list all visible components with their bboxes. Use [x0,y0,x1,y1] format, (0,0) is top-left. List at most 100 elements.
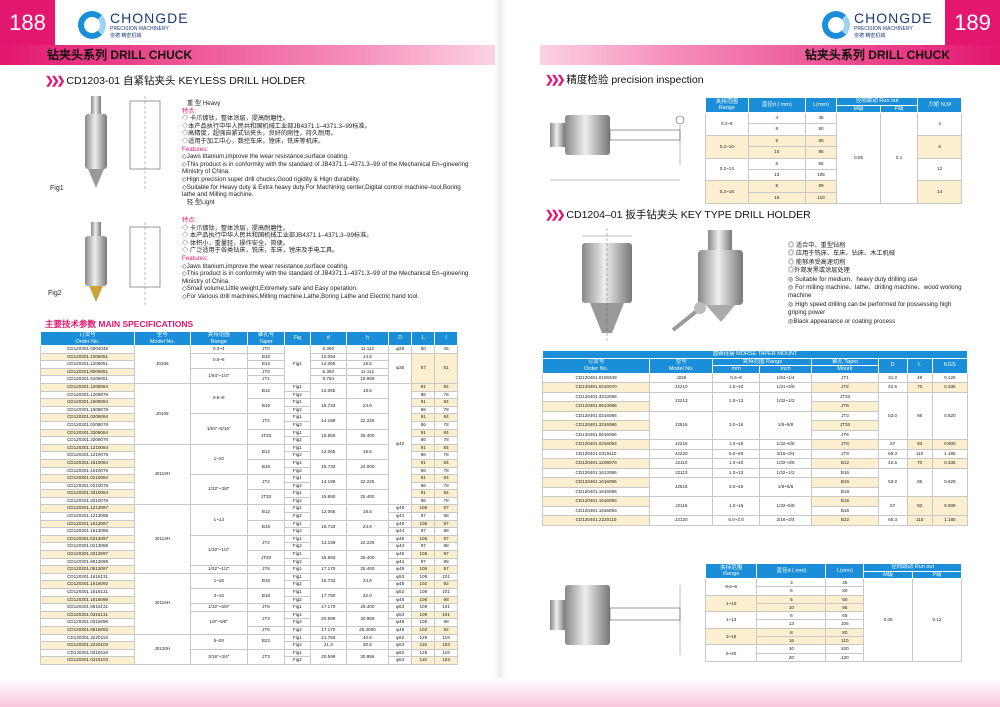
specs-table: 订货号 Order No. 型号 Model No. 夹持范围 Range 锥孔号 Taper… [39,331,458,665]
table-cell: 1.0~16 [712,496,760,516]
table-cell: 21.793 [309,633,347,643]
table-cell: 129 [411,648,436,658]
table-cell: 101 [434,572,458,582]
table-cell: 102 [411,580,436,589]
table-cell: 115 [411,641,436,650]
table-cell: Fig1 [284,534,311,544]
table-cell: 60 [804,134,838,148]
table-cell: B12 [246,382,286,400]
table-row: CD120401.0316093 J2216 1.0~16 1/32~5/8 JT3 57… [541,439,969,450]
table-cell: 5 [756,594,827,604]
table-cell: CD120301.0613097 [39,565,136,574]
table-row: CD120301.1210084 J0110H 1~10 B12 Fig1 12.065 1… [39,443,458,506]
table-cell: CD120301.0316098 [39,618,136,627]
table-cell: 1/8"~5/8" [189,610,248,635]
table-cell: CD120301.1206051 [39,360,136,369]
table-cell: 70 [906,382,933,393]
table-cell: φ28 [387,345,413,354]
table-cell: CD120301.0616092 [39,625,136,635]
table-row: CD120301.0006051 1/64"~1/4" JT0 6.350 11.112 [39,367,458,384]
logo-cn: 崇德 精密机械 [854,33,886,39]
table-cell: J0113H [134,504,191,574]
table-cell: 86 [411,496,436,506]
fig2-drawing [85,222,161,307]
table-cell: B16 [811,477,879,488]
table-cell: J2213 [649,391,714,412]
table-cell: 0.800 [931,439,969,450]
table-cell: 15.733 [309,572,347,590]
table-row: CD120401.1616093 J2116 1.0~16 1/32~5/8 B16 57… [541,496,969,516]
table-cell: JT1 [811,372,879,383]
table-cell: CD120401.0319110 [541,448,651,459]
table-row: 13 105 [706,619,962,629]
table-row: CD120301.0319119 3/16"~3/4" JT3 Fig1 20.599 3… [39,648,458,665]
table-cell: 93 [906,439,933,450]
th-p-grade: P级 [912,570,962,579]
table-cell: φ42 [387,382,413,506]
table-cell: 1.185 [931,515,969,526]
table-cell: 1/32"~5/8" [189,603,248,612]
table-cell: CD120301.0213088 [39,542,136,552]
table-cell: CD120401.1616086 [541,477,651,488]
table-cell: 1/32~5/8 [758,496,813,516]
key-features: ◎ 适合中、重型钻削 ◎ 应用于铣床、车床、钻床、木工机械 ◎ 能够承受高速切削 ◎外… [788,242,963,326]
table-cell: 92 [434,625,458,635]
list-item: ◎ 能够承受高速切削 [788,258,846,266]
table-cell: 98 [434,595,458,605]
table-row: CD120301.1208084 J0108 0.5~8 B12 Fig1 12.065 1… [39,382,458,506]
table-cell: CD120401.0316093 [541,439,651,450]
list-item: ◇本产品执行中华人民共和国机械工业部JB4371.1–4371.3–99标准。 [182,122,371,130]
table-cell: 21.3 [309,641,347,650]
table-row: CD120301.0316098 Fig2 φ48 106 98 [39,618,458,627]
table-cell: 106 [411,504,436,514]
table-row: CD120401.1209070 J2110 1.0~10 1/32~3/8 B12 42… [541,458,969,469]
logo-icon [78,10,106,39]
table-cell: J0116H [134,572,191,635]
table-cell: φ48 [387,504,413,514]
table-cell: J2516 [649,410,714,440]
table-cell: 88 [434,542,458,552]
table-cell: JT1 [246,375,286,384]
th-specs-col: 型号 Model No. [134,331,191,346]
table-cell: 105 [825,619,865,629]
th-morse-title: 圆锥连接 MORSE TAPER MOUNT [542,350,968,359]
chevron-icon: ❯❯❯ [45,74,65,87]
table-cell: 95 [804,146,838,159]
table-cell: 1/32"~1/2" [189,534,248,567]
table-cell: 1.0~10 [712,458,760,469]
table-cell: 49 [906,372,933,383]
table-cell: 53.0 [877,391,908,440]
table-row: CD120301.3308084 JT33 Fig1 15.850 25.400 91 84 [39,428,458,445]
table-cell: 97 [434,565,458,574]
table-cell: 45 [825,577,865,588]
table-cell: Fig1 [284,610,311,620]
table-cell: Fig2 [284,390,311,400]
table-cell: 78 [434,390,458,400]
table-cell: J0110H [134,443,191,506]
table-cell: Fig2 [284,451,311,460]
table-cell: 91 [411,413,436,422]
table-cell: 1/64"~5/16" [189,413,248,445]
table-cell: 106 [411,565,436,574]
table-cell: 5.0~20 [712,448,760,459]
morse-taper-table: 圆锥连接 MORSE TAPER MOUNT 订货号 Order No. 型号 Mod… [541,350,969,526]
table-cell: φ44 [387,557,413,567]
table-cell: 30.5 [345,641,389,650]
table-row: CD120301.0319103 Fig2 φ53 115 103 [39,656,458,665]
table-cell: 98 [434,618,458,627]
table-cell: Fig1 [284,550,311,559]
table-cell: 86 [411,405,436,415]
table-cell: 91 [411,443,436,453]
table-cell: CD120301.1610084 [39,458,136,468]
table-cell: 100 [825,644,865,654]
table-cell: 0.620 [931,467,969,497]
th-specs-col: l [434,331,458,346]
table-cell: 14.199 [309,474,347,491]
table-cell: Fig2 [284,496,311,506]
table-cell: 1/32"~3/8" [189,474,248,506]
table-cell: CD120301.1213097 [39,504,136,514]
table-cell: B16 [811,496,879,507]
table-cell: CD120301.0210078 [39,481,136,491]
table-cell: Fig1 [284,519,311,529]
table-row: CD120301.1006051 0.5~6 B10 10.094 14.5 φ35 67 6… [39,352,458,384]
